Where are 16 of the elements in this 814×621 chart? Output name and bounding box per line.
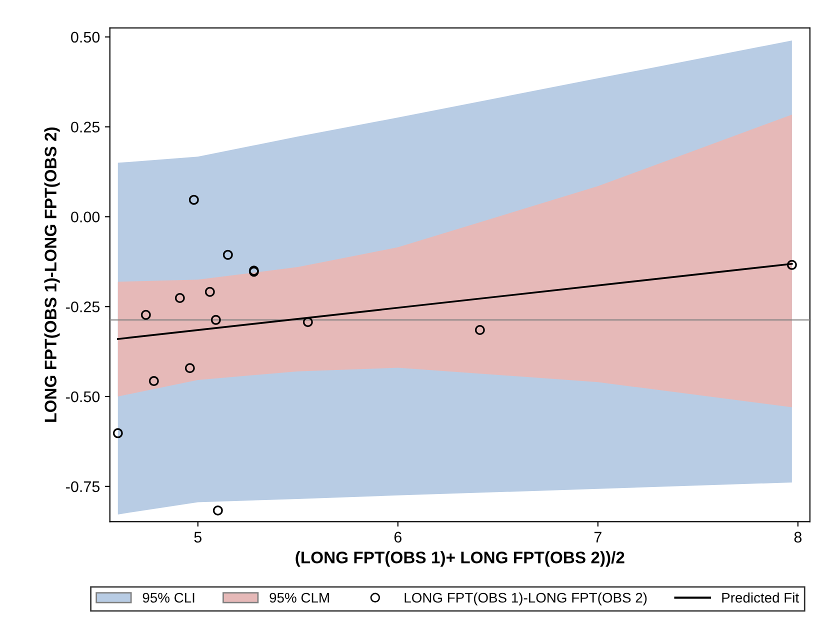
legend-label: 95% CLI (142, 592, 194, 603)
y-tick-label: 0.50 (71, 32, 100, 43)
y-tick-label: -0.75 (66, 481, 100, 492)
x-axis-title: (LONG FPT(OBS 1)+ LONG FPT(OBS 2))/2 (296, 551, 624, 567)
y-tick-label: -0.25 (66, 301, 100, 312)
x-tick-label: 5 (194, 532, 202, 543)
legend-label: LONG FPT(OBS 1)-LONG FPT(OBS 2) (404, 592, 647, 606)
y-tick-label: -0.50 (66, 391, 100, 402)
legend-label: 95% CLM (270, 592, 329, 603)
y-tick-label: 0.25 (71, 122, 100, 133)
legend-label: Predicted Fit (722, 592, 799, 603)
x-tick-label: 6 (394, 532, 402, 543)
x-tick-label: 8 (794, 532, 802, 543)
x-tick-label: 7 (594, 532, 602, 542)
y-tick-label: 0.00 (71, 212, 100, 222)
y-axis-title: LONG FPT(OBS 1)-LONG FPT(OBS 2) (44, 127, 60, 422)
